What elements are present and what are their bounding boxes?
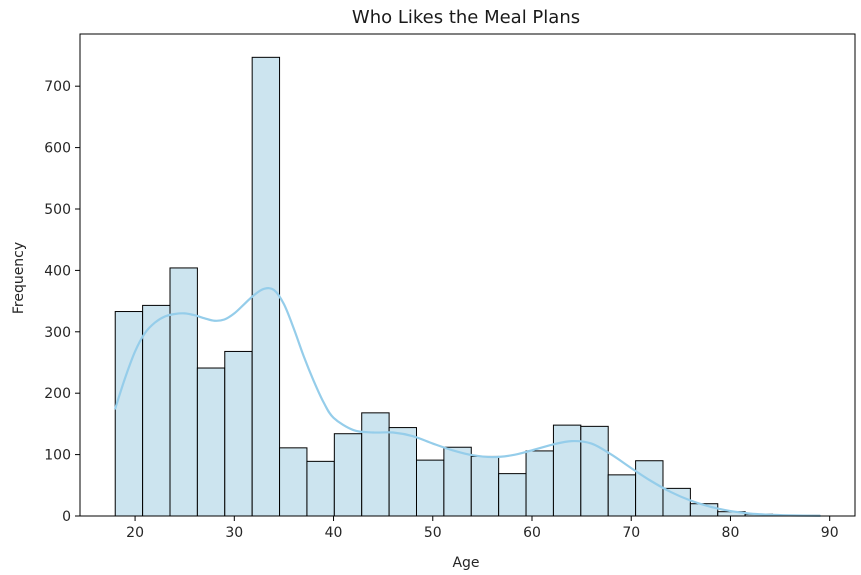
histogram-bar <box>580 425 609 517</box>
histogram-bar <box>333 433 363 517</box>
histogram-bar <box>251 56 281 517</box>
y-tick-label: 0 <box>62 509 71 525</box>
y-tick-label: 100 <box>44 448 71 464</box>
histogram-bar <box>498 473 527 517</box>
y-tick-label: 200 <box>44 386 71 402</box>
y-axis: 0 100 200 300 400 500 600 700 <box>44 79 80 525</box>
histogram-bar <box>415 459 445 517</box>
histogram-bar <box>306 460 335 517</box>
histogram-bar <box>279 447 308 517</box>
histogram-bar <box>607 474 637 517</box>
x-tick-label: 30 <box>225 525 243 541</box>
x-tick-label: 20 <box>126 525 144 541</box>
y-tick-label: 400 <box>44 263 71 279</box>
x-tick-label: 60 <box>523 525 541 541</box>
y-tick-label: 600 <box>44 141 71 157</box>
histogram-bar <box>361 412 390 517</box>
x-tick-label: 70 <box>622 525 640 541</box>
x-axis: 20 30 40 50 60 70 80 90 <box>126 516 839 541</box>
x-tick-label: 40 <box>325 525 343 541</box>
x-axis-title: Age <box>452 555 479 571</box>
histogram-bar <box>388 427 417 517</box>
x-tick-label: 90 <box>821 525 839 541</box>
histogram-bar <box>635 460 664 517</box>
kde-line <box>114 287 821 517</box>
histogram-bar <box>196 367 226 517</box>
chart-title: Who Likes the Meal Plans <box>352 7 580 28</box>
histogram-bar <box>525 450 554 517</box>
histogram-bar <box>224 350 253 517</box>
x-tick-label: 80 <box>722 525 740 541</box>
histogram-bar <box>169 267 198 517</box>
histogram-bar <box>552 424 582 517</box>
x-tick-label: 50 <box>424 525 442 541</box>
y-tick-label: 700 <box>44 79 71 95</box>
plot-frame <box>79 33 856 517</box>
histogram-bars <box>114 56 821 517</box>
y-tick-label: 300 <box>44 325 71 341</box>
histogram-bar <box>443 446 472 517</box>
histogram-bar <box>142 304 171 517</box>
histogram-bar <box>662 487 691 517</box>
y-tick-label: 500 <box>44 202 71 218</box>
histogram-bar <box>470 455 500 517</box>
y-axis-title: Frequency <box>11 242 27 314</box>
